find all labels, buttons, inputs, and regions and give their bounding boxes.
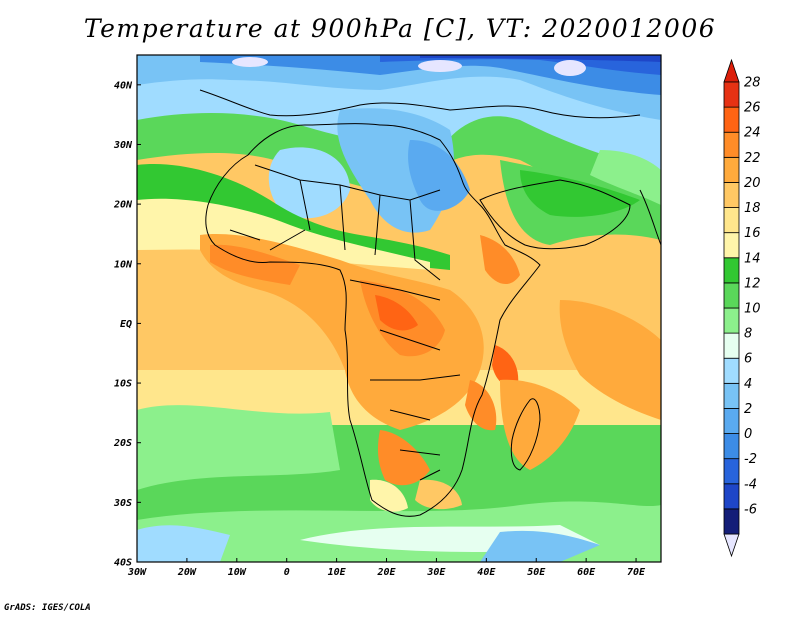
lon-tick-label: 0: [284, 567, 290, 578]
latitude-axis: 40N 30N 20N 10N EQ 10S 20S 30S 40S: [113, 80, 141, 569]
lon-tick-label: 30W: [127, 567, 147, 578]
colorbar-level-label: 24: [744, 126, 761, 141]
lat-tick-label: 40S: [114, 558, 132, 569]
colorbar-swatch: [723, 357, 740, 384]
lat-tick-label: 20N: [113, 200, 133, 211]
india-coastline: [639, 189, 661, 246]
colorbar-swatch: [723, 207, 740, 234]
colorbar-swatch: [723, 483, 740, 510]
colorbar-level-label: 20: [744, 176, 761, 191]
colorbar-swatch: [723, 156, 740, 183]
lat-tick-label: EQ: [120, 319, 132, 330]
colorbar-swatch: [723, 81, 740, 108]
colorbar-level-label: 2: [744, 402, 752, 417]
colorbar-level-label: 10: [744, 302, 761, 317]
colorbar-level-label: -4: [744, 477, 757, 492]
lon-tick-label: 60E: [577, 567, 596, 578]
lon-tick-label: 40E: [477, 567, 496, 578]
lon-tick-label: 10W: [228, 567, 247, 578]
colorbar-swatch: [723, 232, 740, 259]
colorbar-level-label: -6: [744, 502, 757, 517]
lat-tick-label: 20S: [113, 438, 132, 449]
colorbar-swatch: [723, 408, 740, 434]
lon-tick-label: 50E: [527, 567, 546, 578]
africa-coastline: [205, 123, 541, 517]
colorbar-level-label: -2: [744, 452, 757, 467]
colorbar-under-triangle: [723, 533, 740, 558]
colorbar-swatch: [723, 458, 740, 485]
colorbar-swatch: [723, 382, 740, 409]
colorbar-level-label: 4: [744, 377, 752, 392]
colorbar-swatch: [723, 433, 740, 460]
colorbar-swatch: [723, 106, 740, 133]
colorbar-level-label: 22: [744, 151, 761, 166]
colorbar-level-label: 8: [744, 327, 752, 342]
madagascar-coastline: [510, 398, 541, 471]
temperature-field: [137, 55, 661, 562]
colorbar-level-label: 28: [744, 76, 761, 91]
lat-tick-label: 30S: [113, 498, 132, 509]
colorbar-level-label: 12: [744, 276, 761, 291]
arabia-coastline: [479, 179, 631, 250]
colorbar-swatch: [723, 131, 740, 158]
lon-tick-label: 20W: [177, 567, 197, 578]
colorbar-level-label: 14: [744, 251, 761, 266]
colorbar-over-triangle: [723, 58, 740, 83]
lon-tick-label: 10E: [328, 567, 347, 578]
colorbar-level-label: 26: [744, 101, 761, 116]
colorbar-swatch: [723, 307, 740, 334]
plot-frame: [136, 54, 662, 563]
colorbar-level-label: 18: [744, 201, 761, 216]
lat-tick-label: 10N: [114, 259, 133, 270]
country-borders: [229, 164, 461, 481]
lat-tick-label: 30N: [113, 140, 133, 151]
map-title: Temperature at 900hPa [C], VT: 202001200…: [83, 14, 717, 43]
lat-tick-label: 40N: [114, 80, 133, 91]
colorbar-level-label: 0: [744, 427, 752, 442]
colorbar-swatch: [723, 332, 740, 359]
coastlines: [199, 89, 661, 517]
lon-tick-label: 70E: [627, 567, 646, 578]
colorbar-level-label: 6: [744, 352, 752, 367]
lat-tick-label: 10S: [114, 379, 132, 390]
europe-coastline: [199, 89, 641, 119]
longitude-axis: 30W 20W 10W 0 10E 20E 30E 40E 50E 60E 70E: [127, 558, 646, 578]
colorbar-swatch: [723, 182, 740, 208]
colorbar-swatch: [723, 257, 740, 284]
lon-tick-label: 30E: [426, 567, 446, 578]
lon-tick-label: 20E: [376, 567, 396, 578]
footer-credit: GrADS: IGES/COLA: [4, 603, 91, 613]
colorbar-swatch: [723, 282, 740, 309]
colorbar-level-label: 16: [744, 226, 761, 241]
colorbar-swatch: [723, 508, 740, 535]
